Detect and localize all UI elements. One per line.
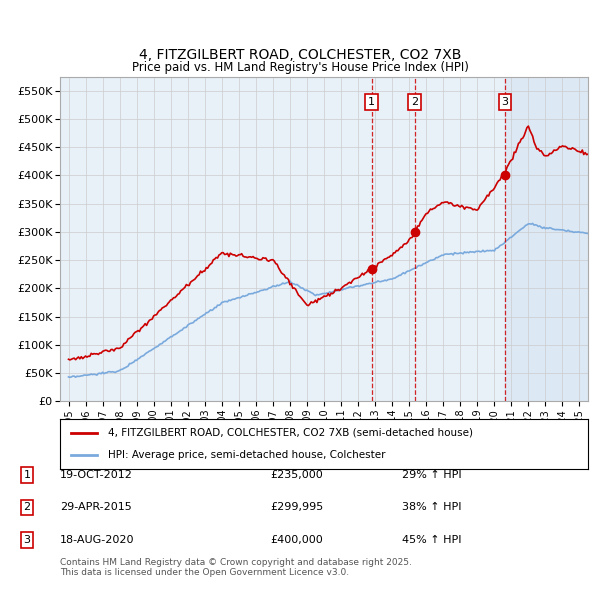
Text: 4, FITZGILBERT ROAD, COLCHESTER, CO2 7XB (semi-detached house): 4, FITZGILBERT ROAD, COLCHESTER, CO2 7XB… bbox=[107, 428, 473, 438]
Text: 2: 2 bbox=[411, 97, 418, 107]
Text: £400,000: £400,000 bbox=[270, 535, 323, 545]
Text: 38% ↑ HPI: 38% ↑ HPI bbox=[402, 503, 461, 512]
Text: 29-APR-2015: 29-APR-2015 bbox=[60, 503, 132, 512]
Text: 3: 3 bbox=[23, 535, 31, 545]
Text: Contains HM Land Registry data © Crown copyright and database right 2025.
This d: Contains HM Land Registry data © Crown c… bbox=[60, 558, 412, 577]
Text: 19-OCT-2012: 19-OCT-2012 bbox=[60, 470, 133, 480]
Text: 1: 1 bbox=[23, 470, 31, 480]
Text: 45% ↑ HPI: 45% ↑ HPI bbox=[402, 535, 461, 545]
Text: 1: 1 bbox=[368, 97, 375, 107]
Text: 3: 3 bbox=[502, 97, 509, 107]
Text: 4, FITZGILBERT ROAD, COLCHESTER, CO2 7XB: 4, FITZGILBERT ROAD, COLCHESTER, CO2 7XB bbox=[139, 48, 461, 62]
Text: 18-AUG-2020: 18-AUG-2020 bbox=[60, 535, 134, 545]
Text: £235,000: £235,000 bbox=[270, 470, 323, 480]
Text: Price paid vs. HM Land Registry's House Price Index (HPI): Price paid vs. HM Land Registry's House … bbox=[131, 61, 469, 74]
Text: 29% ↑ HPI: 29% ↑ HPI bbox=[402, 470, 461, 480]
Text: HPI: Average price, semi-detached house, Colchester: HPI: Average price, semi-detached house,… bbox=[107, 450, 385, 460]
Bar bbox=[505, 77, 588, 401]
Text: £299,995: £299,995 bbox=[270, 503, 323, 512]
Text: 2: 2 bbox=[23, 503, 31, 512]
